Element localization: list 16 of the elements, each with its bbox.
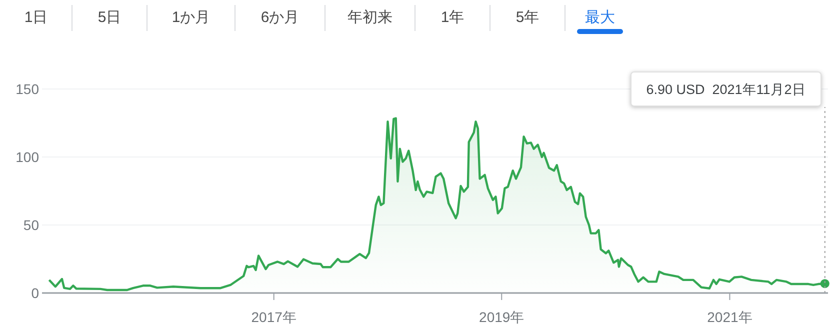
text: 1か月 xyxy=(172,9,210,26)
x-tick-label: 2019年 xyxy=(479,309,524,325)
y-tick-label: 100 xyxy=(16,149,40,165)
text: 最大 xyxy=(585,9,615,26)
x-tick-label: 2021年 xyxy=(707,309,752,325)
annotation: 6.90 USD 2021年11月2日 xyxy=(646,82,806,97)
text: 5日 xyxy=(98,9,122,26)
y-tick-label: 0 xyxy=(31,285,40,301)
y-tick-label: 50 xyxy=(23,217,40,233)
text: 1日 xyxy=(24,9,48,26)
x-tick-label: 2017年 xyxy=(251,309,296,325)
text: 5年 xyxy=(516,9,540,26)
text: 年初来 xyxy=(348,9,392,26)
y-tick-label: 150 xyxy=(16,81,40,97)
text: 6か月 xyxy=(260,9,300,26)
text: 1年 xyxy=(440,9,464,26)
